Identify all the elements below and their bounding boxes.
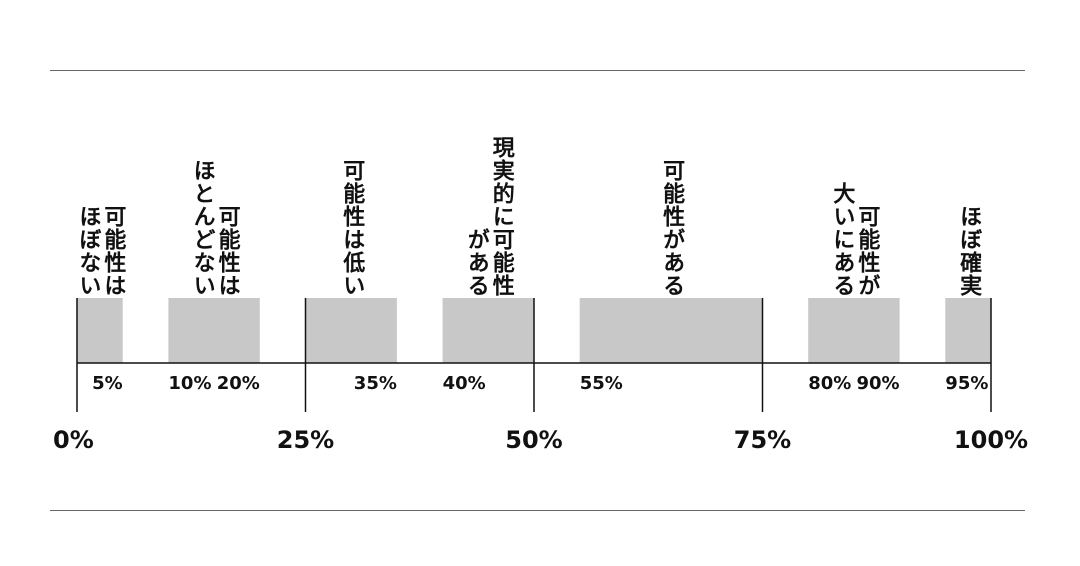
band-bar: [305, 298, 397, 363]
band-bar: [77, 298, 123, 363]
major-tick-label: 25%: [277, 426, 334, 454]
major-tick-label: 100%: [954, 426, 1028, 454]
endpoint-label: 10%: [168, 373, 211, 394]
endpoint-label: 35%: [354, 373, 397, 394]
endpoint-label: 40%: [443, 373, 486, 394]
major-tick-label: 75%: [734, 426, 791, 454]
band-bar: [945, 298, 991, 363]
bottom-rule: [50, 510, 1025, 511]
band-label-column: 可能性がある: [659, 159, 685, 297]
band-label-column: ほとんどない: [189, 159, 215, 297]
top-rule: [50, 70, 1025, 71]
band-label-column: ほぼ確実: [956, 205, 982, 297]
band-bar: [808, 298, 900, 363]
band-label: 現実的に可能性 がある: [433, 0, 544, 297]
band-bar: [168, 298, 260, 363]
band-label: 可能性がある: [570, 0, 773, 297]
endpoint-label: 90%: [857, 373, 900, 394]
band-label: 可能性は低い: [296, 0, 407, 297]
major-tick-label: 0%: [53, 426, 94, 454]
band-label-column: 可能性は: [100, 205, 126, 297]
band-label-column: 大いにある: [829, 182, 855, 297]
band-label-column: がある: [463, 228, 489, 297]
endpoint-label: 80%: [808, 373, 851, 394]
band-bar: [442, 298, 534, 363]
endpoint-label: 95%: [945, 373, 988, 394]
endpoint-label: 55%: [580, 373, 623, 394]
major-tick-label: 50%: [505, 426, 562, 454]
band-label-column: 可能性が: [854, 205, 880, 297]
band-label-column: 可能性は低い: [339, 159, 365, 297]
endpoint-label: 5%: [92, 373, 123, 394]
band-bar: [579, 298, 763, 363]
band-label: 可能性は ほぼない: [67, 0, 133, 297]
band-label: 可能性は ほとんどない: [158, 0, 269, 297]
band-label: ほぼ確実: [935, 0, 1001, 297]
band-label: 可能性が 大いにある: [798, 0, 909, 297]
band-label-column: 可能性は: [214, 205, 240, 297]
band-label-column: ほぼない: [75, 205, 101, 297]
endpoint-label: 20%: [217, 373, 260, 394]
band-label-column: 現実的に可能性: [488, 136, 514, 297]
